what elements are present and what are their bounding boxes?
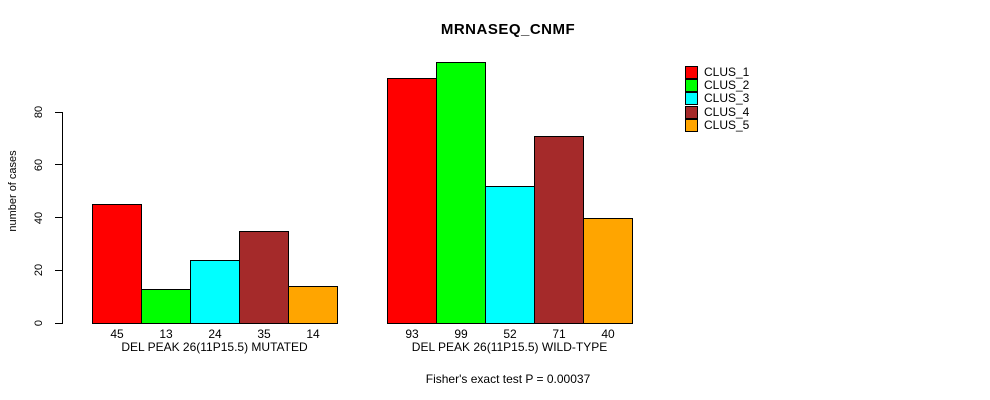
- y-tick-mark-60: [55, 164, 62, 166]
- y-axis-line: [62, 112, 63, 324]
- bar-value-clus_2-group1: 13: [159, 327, 173, 341]
- y-axis-label: number of cases: [7, 150, 19, 232]
- y-tick-label-80: 80: [33, 105, 45, 119]
- bar-value-clus_3-group1: 24: [208, 327, 222, 341]
- legend-swatch-clus_2: [685, 79, 698, 93]
- group-label-2: DEL PEAK 26(11P15.5) WILD-TYPE: [411, 340, 608, 354]
- bar-clus_4-group1: [239, 230, 289, 324]
- legend-label-clus_5: CLUS_5: [704, 117, 750, 132]
- bar-clus_5-group1: [288, 286, 338, 324]
- legend-swatch-clus_1: [685, 66, 698, 79]
- bar-clus_4-group2: [534, 135, 584, 324]
- bar-value-clus_1-group1: 45: [110, 327, 124, 341]
- bar-value-clus_4-group2: 71: [552, 327, 566, 341]
- y-tick-label-0: 0: [33, 319, 45, 327]
- legend-swatch-clus_5: [685, 118, 698, 132]
- y-tick-mark-20: [55, 269, 62, 271]
- bar-value-clus_3-group2: 52: [503, 327, 517, 341]
- y-tick-label-40: 40: [33, 211, 45, 224]
- y-tick-label-20: 20: [33, 264, 45, 277]
- legend-label-clus_2: CLUS_2: [704, 78, 750, 93]
- y-tick-mark-40: [55, 217, 62, 218]
- legend-swatch-clus_4: [685, 105, 698, 119]
- group-label-1: DEL PEAK 26(11P15.5) MUTATED: [121, 340, 308, 354]
- bar-value-clus_1-group2: 93: [405, 327, 419, 341]
- bar-clus_1-group2: [387, 77, 437, 324]
- chart-title: MRNASEQ_CNMF: [440, 21, 576, 38]
- bar-clus_1-group1: [92, 204, 142, 324]
- bar-value-clus_5-group2: 40: [601, 327, 615, 341]
- y-tick-label-60: 60: [33, 158, 45, 171]
- y-tick-mark-0: [55, 322, 62, 324]
- y-tick-mark-80: [55, 111, 62, 113]
- bar-value-clus_2-group2: 99: [454, 327, 468, 341]
- bar-clus_3-group1: [190, 259, 240, 324]
- legend-label-clus_4: CLUS_4: [704, 104, 750, 119]
- legend-label-clus_1: CLUS_1: [704, 65, 750, 79]
- fisher-test-caption: Fisher's exact test P = 0.00037: [425, 372, 591, 386]
- legend-label-clus_3: CLUS_3: [704, 91, 750, 106]
- bar-value-clus_4-group1: 35: [257, 327, 271, 341]
- bar-clus_2-group2: [436, 61, 486, 324]
- bar-value-clus_5-group1: 14: [306, 327, 320, 341]
- bar-clus_3-group2: [485, 185, 535, 324]
- bar-clus_2-group1: [141, 288, 191, 324]
- legend-swatch-clus_3: [685, 92, 698, 106]
- bar-clus_5-group2: [583, 217, 633, 324]
